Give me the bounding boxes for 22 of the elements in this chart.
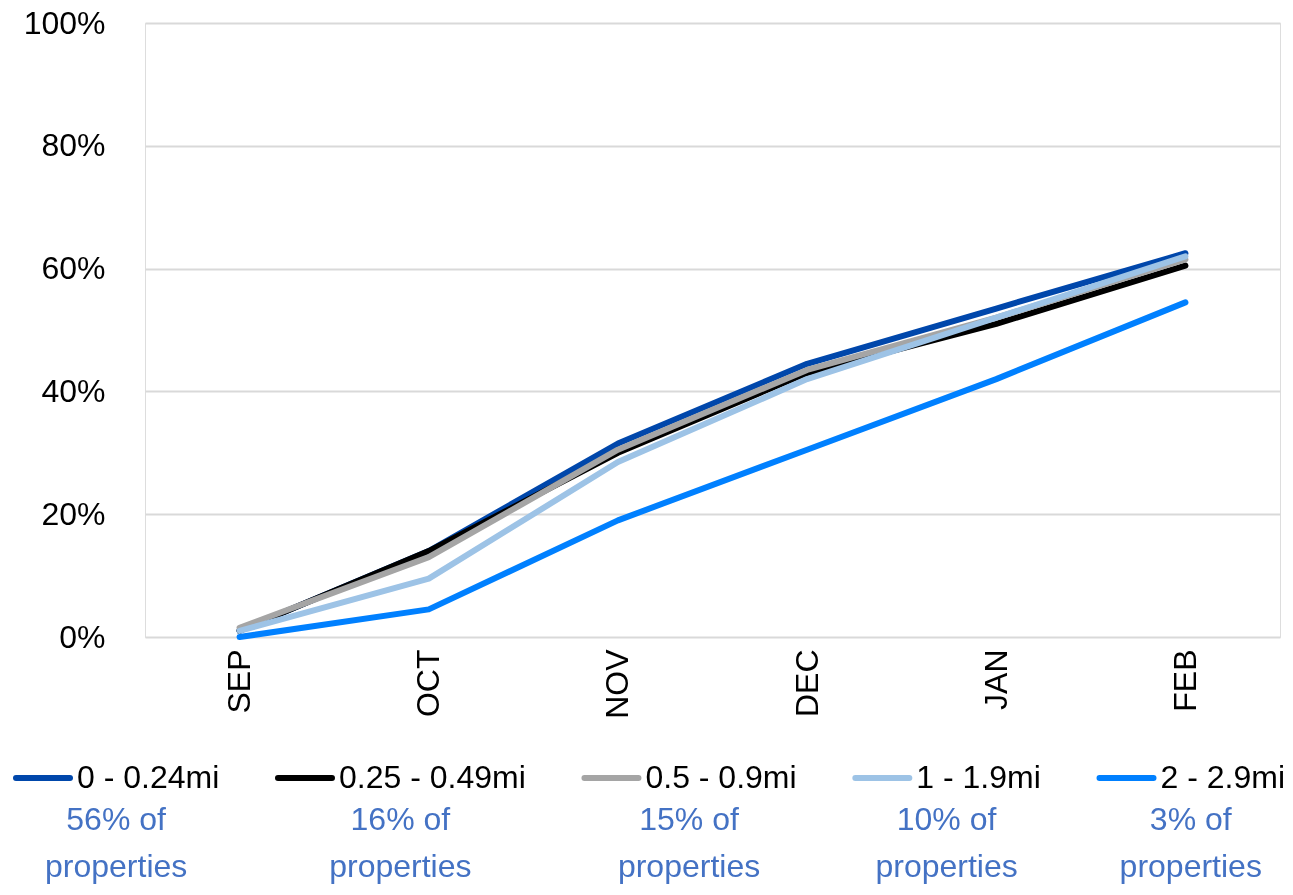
legend-label: 2 - 2.9mi bbox=[1160, 759, 1285, 795]
x-tick-label: NOV bbox=[599, 648, 636, 719]
y-tick-label: 0% bbox=[59, 618, 106, 655]
text: 56% of properties bbox=[44, 801, 188, 884]
text: 15% of properties bbox=[617, 801, 761, 884]
y-tick-label: 80% bbox=[41, 127, 106, 164]
y-tick-label: 20% bbox=[41, 495, 106, 532]
legend-label: 0.5 - 0.9mi bbox=[645, 759, 797, 795]
text: 16% of properties bbox=[329, 801, 472, 884]
x-tick-label: SEP bbox=[221, 649, 258, 714]
x-tick-label: OCT bbox=[410, 649, 447, 718]
x-tick-label: DEC bbox=[788, 649, 825, 718]
legend-label: 0 - 0.24mi bbox=[77, 759, 220, 795]
text: 10% of properties bbox=[875, 801, 1018, 884]
legend-label: 0.25 - 0.49mi bbox=[338, 759, 526, 795]
x-tick-label: FEB bbox=[1166, 649, 1203, 712]
y-tick-label: 100% bbox=[23, 4, 106, 41]
x-tick-label: JAN bbox=[977, 649, 1014, 710]
y-tick-label: 40% bbox=[41, 372, 106, 409]
legend-label: 1 - 1.9mi bbox=[916, 759, 1041, 795]
y-tick-label: 60% bbox=[41, 250, 106, 287]
text: 3% of properties bbox=[1119, 801, 1262, 884]
